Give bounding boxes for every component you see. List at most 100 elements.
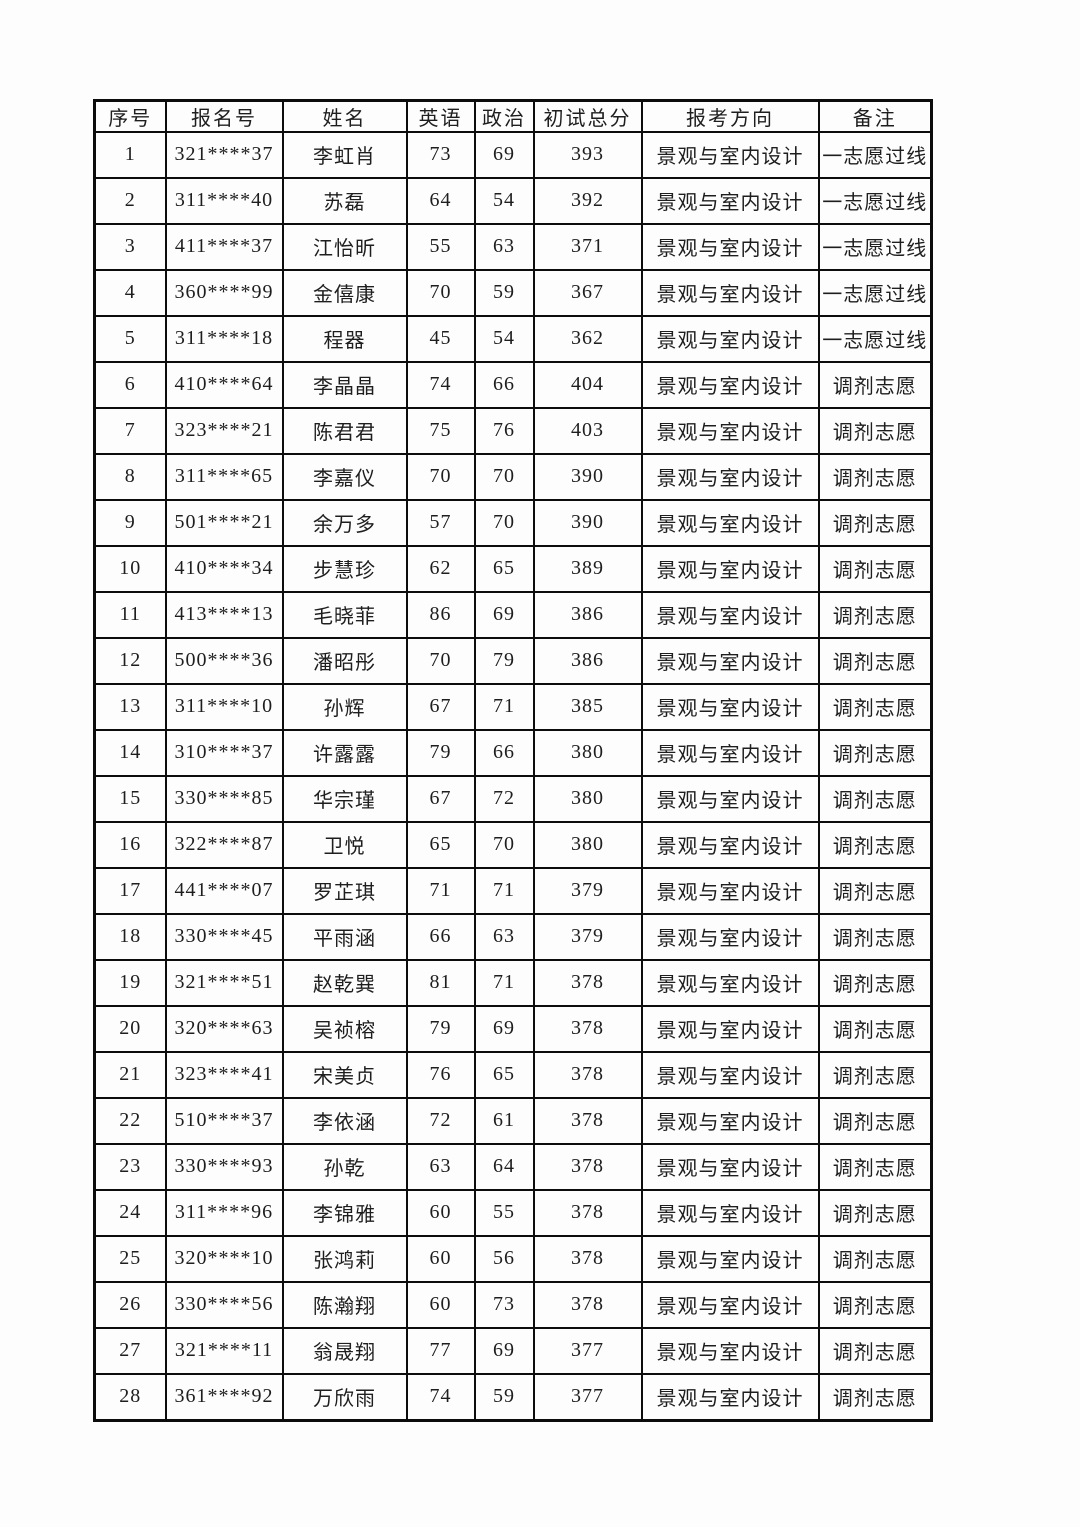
- table-header: 序号 报名号 姓名 英语 政治 初试总分 报考方向 备注: [93, 99, 933, 133]
- cell-remark: 调剂志愿: [817, 360, 933, 409]
- cell-major: 景观与室内设计: [640, 866, 820, 915]
- table-row: 17 441****07 罗芷琪 71 71 379 景观与室内设计 调剂志愿: [93, 866, 933, 915]
- cell-name: 孙乾: [281, 1142, 408, 1191]
- cell-politics: 79: [473, 636, 535, 685]
- table-row: 10 410****34 步慧珍 62 65 389 景观与室内设计 调剂志愿: [93, 544, 933, 593]
- table-row: 13 311****10 孙辉 67 71 385 景观与室内设计 调剂志愿: [93, 682, 933, 731]
- table-row: 28 361****92 万欣雨 74 59 377 景观与室内设计 调剂志愿: [93, 1372, 933, 1422]
- cell-major: 景观与室内设计: [640, 636, 820, 685]
- cell-politics: 66: [473, 728, 535, 777]
- cell-politics: 70: [473, 452, 535, 501]
- cell-total: 404: [532, 360, 643, 409]
- cell-remark: 调剂志愿: [817, 590, 933, 639]
- cell-english: 86: [405, 590, 476, 639]
- table-row: 3 411****37 江怡昕 55 63 371 景观与室内设计 一志愿过线: [93, 222, 933, 271]
- cell-remark: 调剂志愿: [817, 636, 933, 685]
- table-row: 19 321****51 赵乾巽 81 71 378 景观与室内设计 调剂志愿: [93, 958, 933, 1007]
- cell-english: 45: [405, 314, 476, 363]
- cell-english: 76: [405, 1050, 476, 1099]
- cell-major: 景观与室内设计: [640, 498, 820, 547]
- cell-index: 28: [93, 1372, 167, 1422]
- cell-politics: 73: [473, 1280, 535, 1329]
- cell-name: 赵乾巽: [281, 958, 408, 1007]
- cell-name: 江怡昕: [281, 222, 408, 271]
- cell-regno: 321****51: [164, 958, 284, 1007]
- cell-english: 60: [405, 1188, 476, 1237]
- table-row: 9 501****21 余万多 57 70 390 景观与室内设计 调剂志愿: [93, 498, 933, 547]
- cell-total: 371: [532, 222, 643, 271]
- cell-major: 景观与室内设计: [640, 1050, 820, 1099]
- table-row: 27 321****11 翁晟翔 77 69 377 景观与室内设计 调剂志愿: [93, 1326, 933, 1375]
- cell-name: 毛晓菲: [281, 590, 408, 639]
- cell-politics: 64: [473, 1142, 535, 1191]
- cell-index: 20: [93, 1004, 167, 1053]
- cell-regno: 330****56: [164, 1280, 284, 1329]
- cell-index: 26: [93, 1280, 167, 1329]
- table-row: 20 320****63 吴祯榕 79 69 378 景观与室内设计 调剂志愿: [93, 1004, 933, 1053]
- cell-regno: 360****99: [164, 268, 284, 317]
- cell-total: 378: [532, 1234, 643, 1283]
- cell-remark: 调剂志愿: [817, 1050, 933, 1099]
- cell-regno: 330****85: [164, 774, 284, 823]
- cell-total: 378: [532, 1188, 643, 1237]
- cell-name: 张鸿莉: [281, 1234, 408, 1283]
- cell-index: 25: [93, 1234, 167, 1283]
- cell-index: 17: [93, 866, 167, 915]
- cell-total: 390: [532, 452, 643, 501]
- cell-remark: 一志愿过线: [817, 314, 933, 363]
- cell-index: 21: [93, 1050, 167, 1099]
- header-cell-english: 英语: [405, 99, 476, 133]
- table-row: 21 323****41 宋美贞 76 65 378 景观与室内设计 调剂志愿: [93, 1050, 933, 1099]
- cell-regno: 510****37: [164, 1096, 284, 1145]
- cell-major: 景观与室内设计: [640, 406, 820, 455]
- cell-name: 余万多: [281, 498, 408, 547]
- cell-name: 陈瀚翔: [281, 1280, 408, 1329]
- cell-name: 金僖康: [281, 268, 408, 317]
- cell-major: 景观与室内设计: [640, 1372, 820, 1422]
- cell-english: 60: [405, 1280, 476, 1329]
- cell-major: 景观与室内设计: [640, 268, 820, 317]
- cell-name: 孙辉: [281, 682, 408, 731]
- table-row: 2 311****40 苏磊 64 54 392 景观与室内设计 一志愿过线: [93, 176, 933, 225]
- cell-total: 378: [532, 958, 643, 1007]
- cell-name: 陈君君: [281, 406, 408, 455]
- cell-remark: 调剂志愿: [817, 1142, 933, 1191]
- header-cell-regno: 报名号: [164, 99, 284, 133]
- table-row: 23 330****93 孙乾 63 64 378 景观与室内设计 调剂志愿: [93, 1142, 933, 1191]
- cell-total: 380: [532, 774, 643, 823]
- cell-name: 罗芷琪: [281, 866, 408, 915]
- cell-major: 景观与室内设计: [640, 774, 820, 823]
- cell-name: 万欣雨: [281, 1372, 408, 1422]
- cell-index: 8: [93, 452, 167, 501]
- cell-index: 27: [93, 1326, 167, 1375]
- table-row: 16 322****87 卫悦 65 70 380 景观与室内设计 调剂志愿: [93, 820, 933, 869]
- cell-remark: 调剂志愿: [817, 1372, 933, 1422]
- cell-english: 74: [405, 1372, 476, 1422]
- cell-major: 景观与室内设计: [640, 222, 820, 271]
- cell-index: 4: [93, 268, 167, 317]
- cell-english: 64: [405, 176, 476, 225]
- table-row: 4 360****99 金僖康 70 59 367 景观与室内设计 一志愿过线: [93, 268, 933, 317]
- cell-total: 367: [532, 268, 643, 317]
- cell-name: 许露露: [281, 728, 408, 777]
- cell-major: 景观与室内设计: [640, 912, 820, 961]
- cell-total: 393: [532, 131, 643, 179]
- cell-name: 步慧珍: [281, 544, 408, 593]
- cell-remark: 调剂志愿: [817, 406, 933, 455]
- cell-politics: 69: [473, 590, 535, 639]
- cell-regno: 411****37: [164, 222, 284, 271]
- cell-regno: 310****37: [164, 728, 284, 777]
- cell-index: 19: [93, 958, 167, 1007]
- cell-index: 12: [93, 636, 167, 685]
- cell-politics: 54: [473, 176, 535, 225]
- cell-politics: 72: [473, 774, 535, 823]
- table-row: 12 500****36 潘昭彤 70 79 386 景观与室内设计 调剂志愿: [93, 636, 933, 685]
- cell-remark: 调剂志愿: [817, 1004, 933, 1053]
- cell-index: 22: [93, 1096, 167, 1145]
- cell-regno: 320****10: [164, 1234, 284, 1283]
- cell-index: 2: [93, 176, 167, 225]
- cell-english: 72: [405, 1096, 476, 1145]
- cell-total: 377: [532, 1372, 643, 1422]
- cell-english: 70: [405, 636, 476, 685]
- cell-remark: 调剂志愿: [817, 498, 933, 547]
